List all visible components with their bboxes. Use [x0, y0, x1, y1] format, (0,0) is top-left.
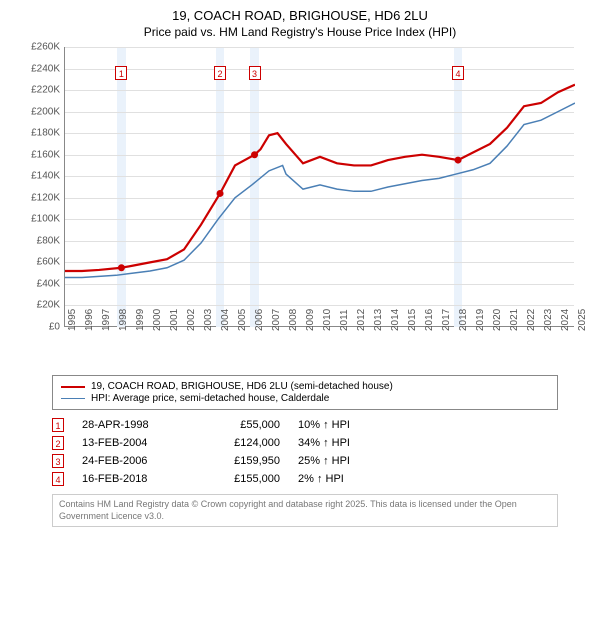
chart-area: £0 £20K £40K £60K £80K £100K £120K £140K £160K £1…: [20, 47, 580, 367]
x-axis-label: 2010: [322, 309, 333, 331]
y-axis-label: £40K: [37, 278, 60, 289]
row-marker: 2: [52, 436, 64, 450]
row-date: 16-FEB-2018: [82, 473, 182, 485]
x-axis-label: 2017: [441, 309, 452, 331]
x-axis-label: 2006: [254, 309, 265, 331]
legend-swatch: [61, 398, 85, 399]
legend-label: HPI: Average price, semi-detached house,…: [91, 393, 329, 404]
x-axis-label: 2009: [305, 309, 316, 331]
row-price: £159,950: [200, 455, 280, 467]
x-axis-label: 2012: [356, 309, 367, 331]
y-axis-label: £160K: [31, 149, 60, 160]
row-date: 13-FEB-2004: [82, 437, 182, 449]
row-pct: 2% ↑ HPI: [298, 473, 378, 485]
row-pct: 34% ↑ HPI: [298, 437, 378, 449]
x-axis-label: 2004: [220, 309, 231, 331]
y-axis-label: £200K: [31, 106, 60, 117]
table-row: 1 28-APR-1998 £55,000 10% ↑ HPI: [52, 416, 558, 434]
plot-area: 1 2 3 4: [64, 47, 574, 327]
chart-container: 19, COACH ROAD, BRIGHOUSE, HD6 2LU Price…: [0, 0, 600, 535]
x-axis-label: 2021: [509, 309, 520, 331]
x-axis-label: 2011: [339, 309, 350, 331]
series-dot: [118, 264, 125, 271]
x-axis-label: 2002: [186, 309, 197, 331]
y-axis-label: £100K: [31, 214, 60, 225]
series-line: [65, 85, 575, 271]
y-axis-label: £20K: [37, 300, 60, 311]
chart-lines: [65, 47, 575, 327]
x-axis-label: 2000: [152, 309, 163, 331]
x-axis-label: 2016: [424, 309, 435, 331]
x-axis-label: 2007: [271, 309, 282, 331]
table-row: 2 13-FEB-2004 £124,000 34% ↑ HPI: [52, 434, 558, 452]
y-axis-label: £180K: [31, 128, 60, 139]
x-axis-label: 2023: [543, 309, 554, 331]
x-axis-label: 2025: [577, 309, 588, 331]
chart-title: 19, COACH ROAD, BRIGHOUSE, HD6 2LU: [8, 8, 592, 23]
legend-swatch: [61, 386, 85, 388]
footer-text: Contains HM Land Registry data © Crown c…: [52, 494, 558, 527]
chart-marker: 4: [452, 66, 464, 80]
series-dot: [455, 157, 462, 164]
y-axis-label: £120K: [31, 192, 60, 203]
x-axis-label: 2019: [475, 309, 486, 331]
legend-row: HPI: Average price, semi-detached house,…: [61, 393, 549, 404]
x-axis-label: 2014: [390, 309, 401, 331]
chart-marker: 3: [249, 66, 261, 80]
x-axis-label: 1996: [84, 309, 95, 331]
x-axis-label: 1999: [135, 309, 146, 331]
y-axis-label: £240K: [31, 63, 60, 74]
x-axis-label: 1995: [67, 309, 78, 331]
series-dot: [217, 190, 224, 197]
x-axis-label: 2008: [288, 309, 299, 331]
series-dot: [251, 151, 258, 158]
y-axis-label: £60K: [37, 257, 60, 268]
row-marker: 4: [52, 472, 64, 486]
table-row: 4 16-FEB-2018 £155,000 2% ↑ HPI: [52, 470, 558, 488]
y-axis-label: £0: [49, 322, 60, 333]
chart-subtitle: Price paid vs. HM Land Registry's House …: [8, 25, 592, 39]
legend-row: 19, COACH ROAD, BRIGHOUSE, HD6 2LU (semi…: [61, 381, 549, 392]
x-axis-label: 2022: [526, 309, 537, 331]
row-marker: 1: [52, 418, 64, 432]
row-date: 28-APR-1998: [82, 419, 182, 431]
chart-marker: 1: [115, 66, 127, 80]
legend: 19, COACH ROAD, BRIGHOUSE, HD6 2LU (semi…: [52, 375, 558, 410]
x-axis-label: 1998: [118, 309, 129, 331]
y-axis-label: £220K: [31, 85, 60, 96]
row-price: £155,000: [200, 473, 280, 485]
x-axis-label: 1997: [101, 309, 112, 331]
transaction-table: 1 28-APR-1998 £55,000 10% ↑ HPI 2 13-FEB-2004…: [52, 416, 558, 488]
x-axis-label: 2020: [492, 309, 503, 331]
y-axis-label: £80K: [37, 235, 60, 246]
row-pct: 10% ↑ HPI: [298, 419, 378, 431]
x-axis-label: 2005: [237, 309, 248, 331]
x-axis-label: 2003: [203, 309, 214, 331]
table-row: 3 24-FEB-2006 £159,950 25% ↑ HPI: [52, 452, 558, 470]
row-price: £124,000: [200, 437, 280, 449]
x-axis-label: 2013: [373, 309, 384, 331]
row-price: £55,000: [200, 419, 280, 431]
row-date: 24-FEB-2006: [82, 455, 182, 467]
series-line: [65, 103, 575, 277]
y-axis-label: £140K: [31, 171, 60, 182]
x-axis-label: 2015: [407, 309, 418, 331]
legend-label: 19, COACH ROAD, BRIGHOUSE, HD6 2LU (semi…: [91, 381, 393, 392]
y-axis-label: £260K: [31, 42, 60, 53]
chart-marker: 2: [214, 66, 226, 80]
x-axis-label: 2024: [560, 309, 571, 331]
row-marker: 3: [52, 454, 64, 468]
row-pct: 25% ↑ HPI: [298, 455, 378, 467]
x-axis-label: 2018: [458, 309, 469, 331]
x-axis-label: 2001: [169, 309, 180, 331]
